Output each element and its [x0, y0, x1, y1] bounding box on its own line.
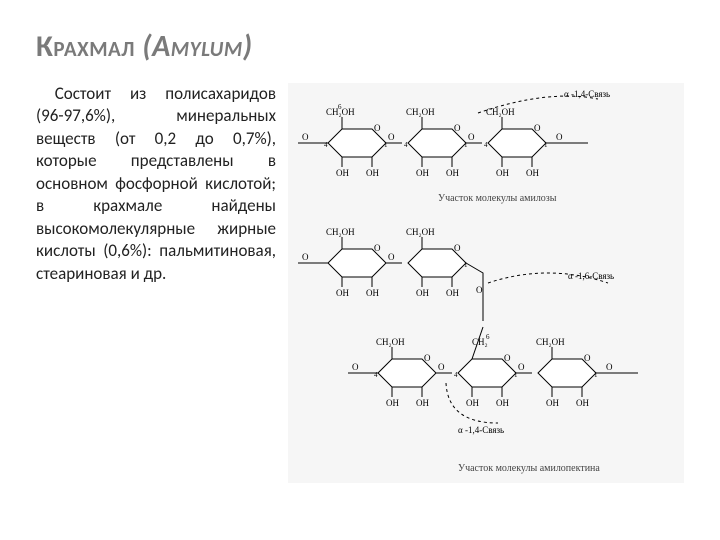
- carbon-4: 4: [324, 141, 328, 149]
- svg-text:O: O: [424, 353, 431, 363]
- slide-title: Крахмал (Amylum): [36, 28, 684, 65]
- amylopectin-main-2-branchpoint: O CH₂ 6 OH OH 1 4: [454, 327, 518, 408]
- diagram-svg: O CH₂OH 6 OH OH 1 4 O: [288, 83, 668, 483]
- amylose-unit-3: O CH₂OH OH OH 1 4: [484, 107, 548, 178]
- svg-text:O: O: [518, 362, 525, 372]
- svg-text:O: O: [534, 123, 541, 133]
- carbon-6: 6: [338, 103, 342, 111]
- svg-text:O: O: [388, 252, 395, 262]
- svg-text:4: 4: [484, 141, 488, 149]
- svg-text:O: O: [454, 123, 461, 133]
- amylopectin-main-3: O CH₂OH OH OH 1: [536, 337, 598, 408]
- body-paragraph: Cостоит из полисахаридов (96-97,6%), мин…: [36, 83, 276, 483]
- slide: Крахмал (Amylum) Cостоит из полисахаридо…: [0, 0, 720, 540]
- svg-text:OH: OH: [446, 288, 459, 298]
- svg-text:4: 4: [374, 371, 378, 379]
- amylose-caption: Участок молекулы амилозы: [438, 193, 557, 204]
- amylose-unit-2: O CH₂OH OH OH 1 4: [404, 107, 468, 178]
- svg-text:O: O: [438, 362, 445, 372]
- title-latin: (Amylum): [142, 28, 252, 65]
- content-row: Cостоит из полисахаридов (96-97,6%), мин…: [36, 83, 684, 483]
- svg-text:1: 1: [544, 141, 548, 149]
- alpha-1-4-label-top: α -1,4-Связь: [564, 89, 610, 99]
- alpha-1-6-label: α -1,6-Связь: [568, 271, 614, 281]
- svg-text:OH: OH: [336, 288, 349, 298]
- amylopectin-branch-2: O CH₂OH OH OH 1: [406, 227, 468, 298]
- svg-text:O: O: [302, 132, 309, 142]
- svg-text:OH: OH: [386, 398, 399, 408]
- glyco-o-1: O: [388, 132, 395, 142]
- svg-text:CH₂OH: CH₂OH: [406, 107, 435, 117]
- svg-text:1: 1: [464, 261, 468, 269]
- svg-text:CH₂OH: CH₂OH: [406, 227, 435, 237]
- oh-label-2: OH: [366, 168, 379, 178]
- svg-text:1: 1: [464, 141, 468, 149]
- svg-text:4: 4: [404, 141, 408, 149]
- svg-text:O: O: [352, 362, 359, 372]
- svg-text:OH: OH: [496, 168, 509, 178]
- svg-text:OH: OH: [526, 168, 539, 178]
- svg-text:OH: OH: [496, 398, 509, 408]
- oh-label: OH: [336, 168, 349, 178]
- svg-text:O: O: [302, 252, 309, 262]
- svg-text:OH: OH: [466, 398, 479, 408]
- svg-text:OH: OH: [576, 398, 589, 408]
- title-main: Крахмал: [36, 28, 135, 65]
- svg-text:O: O: [606, 362, 613, 372]
- svg-text:OH: OH: [416, 398, 429, 408]
- svg-text:O: O: [454, 243, 461, 253]
- svg-text:CH₂OH: CH₂OH: [376, 337, 405, 347]
- svg-text:OH: OH: [446, 168, 459, 178]
- svg-text:1: 1: [594, 371, 598, 379]
- svg-text:CH₂OH: CH₂OH: [326, 227, 355, 237]
- svg-text:4: 4: [454, 371, 458, 379]
- svg-text:O: O: [504, 353, 511, 363]
- carbon-6-branch: 6: [486, 333, 490, 341]
- svg-text:1: 1: [514, 371, 518, 379]
- amylose-unit-1: O CH₂OH 6 OH OH 1 4: [324, 103, 388, 178]
- svg-text:OH: OH: [416, 288, 429, 298]
- svg-text:O: O: [584, 353, 591, 363]
- svg-text:OH: OH: [546, 398, 559, 408]
- alpha-1-4-label-bottom: α -1,4-Связь: [458, 425, 504, 435]
- svg-text:O: O: [374, 243, 381, 253]
- amylopectin-branch-1: O CH₂OH OH OH: [326, 227, 386, 298]
- carbon-1: 1: [384, 141, 388, 149]
- svg-text:CH₂OH: CH₂OH: [536, 337, 565, 347]
- starch-structure-diagram: O CH₂OH 6 OH OH 1 4 O: [288, 83, 684, 483]
- glyco-o-2: O: [468, 132, 475, 142]
- ring-oxygen: O: [374, 123, 381, 133]
- glyco-o-16: O: [476, 285, 483, 295]
- amylopectin-caption: Участок молекулы амилопектина: [458, 463, 600, 474]
- svg-text:O: O: [556, 132, 563, 142]
- svg-text:OH: OH: [416, 168, 429, 178]
- svg-text:OH: OH: [366, 288, 379, 298]
- amylopectin-main-1: O CH₂OH OH OH 4: [374, 337, 436, 408]
